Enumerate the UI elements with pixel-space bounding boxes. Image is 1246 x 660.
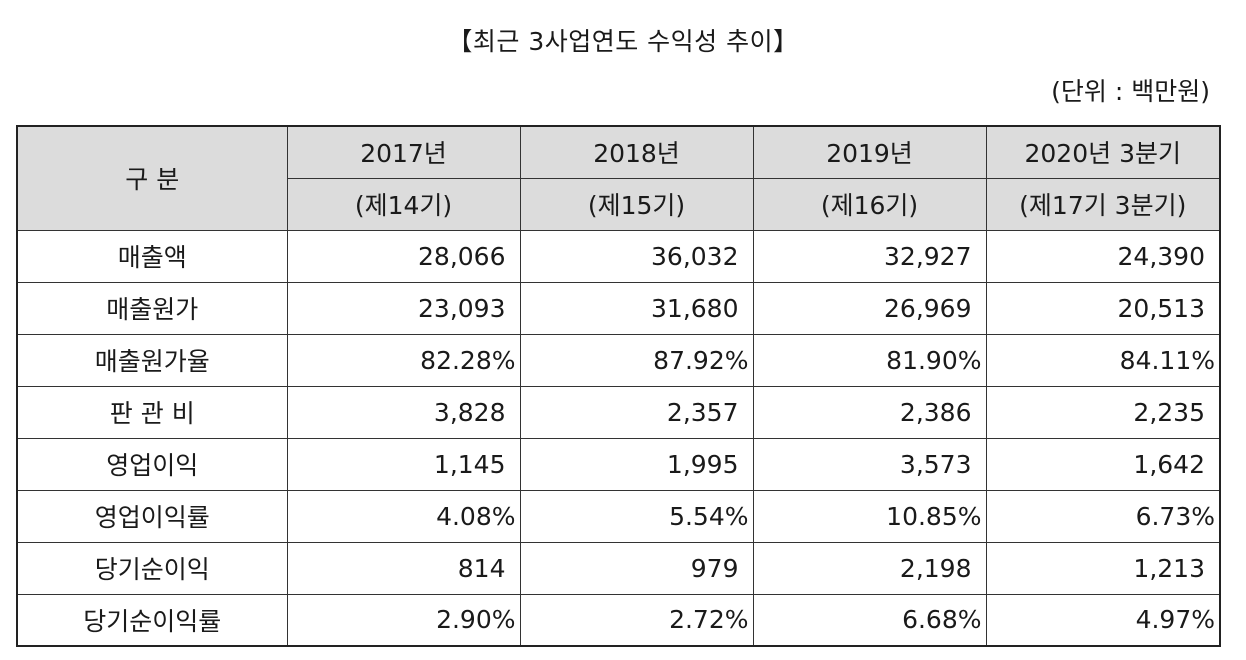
cell-value: 6.73% bbox=[985, 489, 1221, 543]
cell-value: 3,573 bbox=[752, 437, 987, 491]
row-label: 영업이익 bbox=[16, 437, 288, 491]
row-label: 매출원가율 bbox=[16, 333, 288, 387]
cell-value: 2,235 bbox=[985, 385, 1221, 439]
row-label: 영업이익률 bbox=[16, 489, 288, 543]
row-label: 당기순이익 bbox=[16, 541, 288, 595]
cell-value: 87.92% bbox=[519, 333, 754, 387]
table-row: 판 관 비 3,828 2,357 2,386 2,235 bbox=[16, 385, 1221, 439]
header-year: 2019년 bbox=[752, 125, 987, 179]
cell-value: 81.90% bbox=[752, 333, 987, 387]
cell-value: 4.97% bbox=[985, 593, 1221, 647]
table-row: 당기순이익률 2.90% 2.72% 6.68% 4.97% bbox=[16, 593, 1221, 647]
row-label: 매출액 bbox=[16, 229, 288, 283]
cell-value: 32,927 bbox=[752, 229, 987, 283]
cell-value: 31,680 bbox=[519, 281, 754, 335]
header-year: 2017년 bbox=[286, 125, 521, 179]
cell-value: 2.90% bbox=[286, 593, 521, 647]
cell-value: 3,828 bbox=[286, 385, 521, 439]
header-term: (제14기) bbox=[286, 177, 521, 231]
cell-value: 82.28% bbox=[286, 333, 521, 387]
header-term: (제15기) bbox=[519, 177, 754, 231]
header-term: (제16기) bbox=[752, 177, 987, 231]
table-row: 영업이익 1,145 1,995 3,573 1,642 bbox=[16, 437, 1221, 491]
cell-value: 814 bbox=[286, 541, 521, 595]
header-category: 구 분 bbox=[16, 125, 288, 231]
cell-value: 1,642 bbox=[985, 437, 1221, 491]
header-year: 2020년 3분기 bbox=[985, 125, 1221, 179]
cell-value: 2,357 bbox=[519, 385, 754, 439]
header-term: (제17기 3분기) bbox=[985, 177, 1221, 231]
cell-value: 2,386 bbox=[752, 385, 987, 439]
cell-value: 26,969 bbox=[752, 281, 987, 335]
table-header: 구 분 2017년 2018년 2019년 2020년 3분기 (제14기) (… bbox=[16, 125, 1221, 231]
cell-value: 1,995 bbox=[519, 437, 754, 491]
row-label: 당기순이익률 bbox=[16, 593, 288, 647]
table-title: 【최근 3사업연도 수익성 추이】 bbox=[447, 27, 799, 56]
header-row-years: 구 분 2017년 2018년 2019년 2020년 3분기 bbox=[16, 125, 1221, 231]
cell-value: 23,093 bbox=[286, 281, 521, 335]
cell-value: 4.08% bbox=[286, 489, 521, 543]
cell-value: 1,145 bbox=[286, 437, 521, 491]
table-row: 당기순이익 814 979 2,198 1,213 bbox=[16, 541, 1221, 595]
table-row: 매출액 28,066 36,032 32,927 24,390 bbox=[16, 229, 1221, 283]
cell-value: 5.54% bbox=[519, 489, 754, 543]
cell-value: 6.68% bbox=[752, 593, 987, 647]
header-row-terms: (제14기) (제15기) (제16기) (제17기 3분기) bbox=[17, 177, 1221, 231]
cell-value: 1,213 bbox=[985, 541, 1221, 595]
cell-value: 2.72% bbox=[519, 593, 754, 647]
table-row: 영업이익률 4.08% 5.54% 10.85% 6.73% bbox=[16, 489, 1221, 543]
table-row: 매출원가 23,093 31,680 26,969 20,513 bbox=[16, 281, 1221, 335]
table-body: 매출액 28,066 36,032 32,927 24,390 매출원가 23,… bbox=[16, 229, 1221, 647]
cell-value: 2,198 bbox=[752, 541, 987, 595]
row-label: 판 관 비 bbox=[16, 385, 288, 439]
unit-label: (단위 : 백만원) bbox=[1051, 77, 1210, 106]
cell-value: 20,513 bbox=[985, 281, 1221, 335]
row-label: 매출원가 bbox=[16, 281, 288, 335]
cell-value: 84.11% bbox=[985, 333, 1221, 387]
cell-value: 24,390 bbox=[985, 229, 1221, 283]
cell-value: 10.85% bbox=[752, 489, 987, 543]
cell-value: 36,032 bbox=[519, 229, 754, 283]
cell-value: 979 bbox=[519, 541, 754, 595]
table-row: 매출원가율 82.28% 87.92% 81.90% 84.11% bbox=[16, 333, 1221, 387]
cell-value: 28,066 bbox=[286, 229, 521, 283]
header-year: 2018년 bbox=[519, 125, 754, 179]
profitability-table: 구 분 2017년 2018년 2019년 2020년 3분기 (제14기) (… bbox=[16, 125, 1221, 647]
